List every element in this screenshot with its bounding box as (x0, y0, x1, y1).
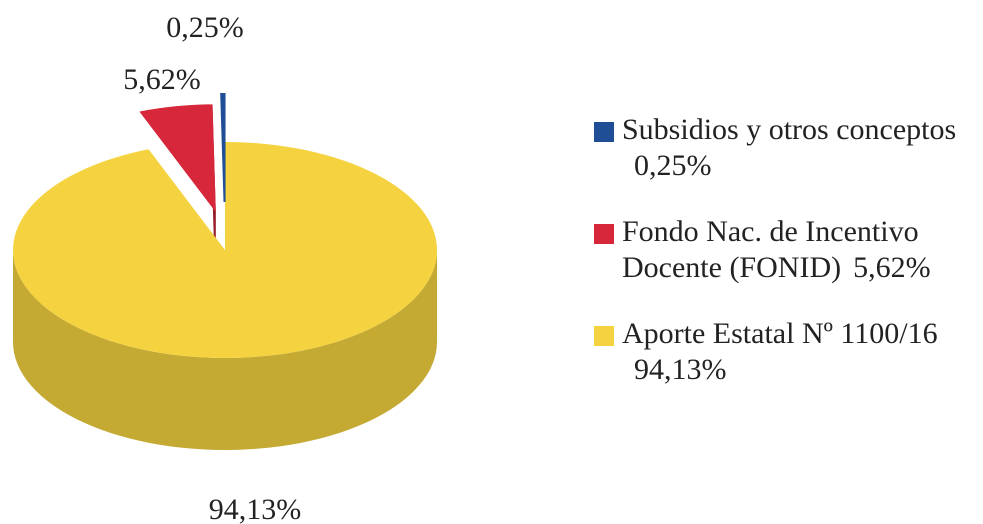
legend: Subsidios y otros conceptos 0,25% Fondo Na… (594, 112, 979, 418)
slice (220, 93, 226, 203)
slice (139, 104, 216, 213)
legend-value: 5,62% (853, 251, 931, 284)
data-label: 5,62% (123, 63, 201, 96)
legend-item: Subsidios y otros conceptos 0,25% (594, 112, 979, 184)
legend-item: Fondo Nac. de Incentivo Docente (FONID) 5… (594, 214, 979, 286)
slice-side (13, 250, 437, 450)
data-label: 94,13% (209, 493, 302, 524)
legend-label: Fondo Nac. de Incentivo Docente (FONID) (622, 215, 919, 284)
legend-swatch (594, 326, 614, 346)
data-label: 0,25% (166, 11, 244, 44)
legend-swatch (594, 224, 614, 244)
legend-label: Aporte Estatal Nº 1100/16 (622, 317, 938, 350)
legend-value: 94,13% (634, 353, 727, 386)
legend-item: Aporte Estatal Nº 1100/16 94,13% (594, 316, 979, 388)
legend-swatch (594, 122, 614, 142)
legend-value: 0,25% (634, 149, 712, 182)
slice (13, 142, 437, 358)
legend-label: Subsidios y otros conceptos (622, 113, 957, 146)
